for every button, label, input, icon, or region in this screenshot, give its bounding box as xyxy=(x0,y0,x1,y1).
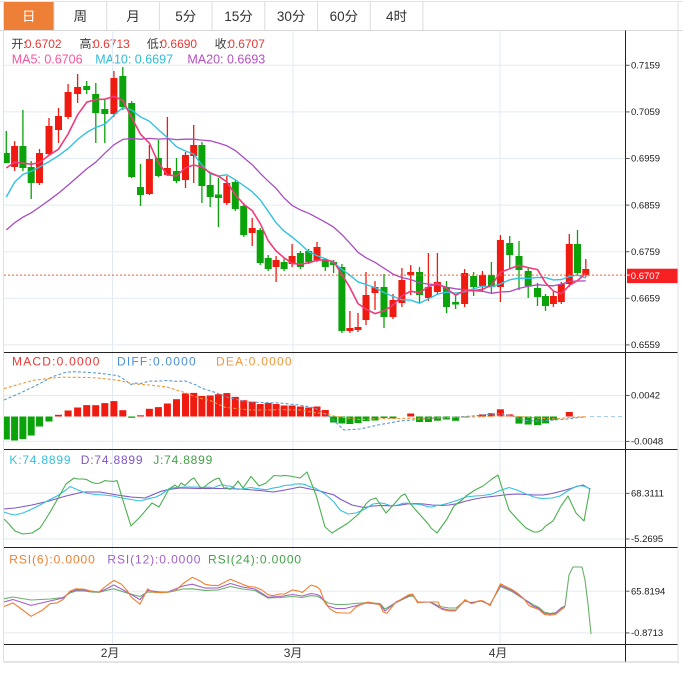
svg-text:4: 4 xyxy=(386,9,394,24)
svg-text::: : xyxy=(227,37,230,51)
svg-text:68.3111: 68.3111 xyxy=(631,489,664,500)
svg-text:0.6702: 0.6702 xyxy=(25,37,62,51)
svg-text:2: 2 xyxy=(101,646,108,660)
svg-text:0.6690: 0.6690 xyxy=(160,37,197,51)
svg-text:65.8194: 65.8194 xyxy=(631,586,665,597)
svg-text:6: 6 xyxy=(330,9,338,24)
svg-text:0.6859: 0.6859 xyxy=(631,200,660,211)
svg-text:0.6659: 0.6659 xyxy=(631,294,660,305)
svg-text:0.6959: 0.6959 xyxy=(631,154,660,165)
svg-text:4: 4 xyxy=(489,646,496,660)
svg-text:5: 5 xyxy=(232,9,240,24)
svg-text:0.6713: 0.6713 xyxy=(93,37,130,51)
svg-text:0: 0 xyxy=(284,9,292,24)
svg-text:0.0042: 0.0042 xyxy=(631,391,660,402)
svg-text:0.6559: 0.6559 xyxy=(631,340,660,351)
svg-text:0.7059: 0.7059 xyxy=(631,107,660,118)
svg-text:0.6707: 0.6707 xyxy=(228,37,265,51)
svg-text:5: 5 xyxy=(175,9,183,24)
svg-text:3: 3 xyxy=(277,9,285,24)
svg-text:-0.8713: -0.8713 xyxy=(631,628,663,639)
svg-text::: : xyxy=(23,37,26,51)
svg-text:-0.0048: -0.0048 xyxy=(631,437,663,448)
svg-text:0.7159: 0.7159 xyxy=(631,61,660,72)
svg-text:0.6759: 0.6759 xyxy=(631,247,660,258)
svg-text::: : xyxy=(92,37,95,51)
svg-text:0.6707: 0.6707 xyxy=(631,271,660,282)
svg-text:3: 3 xyxy=(284,646,291,660)
svg-text::: : xyxy=(159,37,162,51)
svg-text:-5.2695: -5.2695 xyxy=(631,534,663,545)
svg-text:1: 1 xyxy=(224,9,232,24)
svg-text:0: 0 xyxy=(337,9,345,24)
